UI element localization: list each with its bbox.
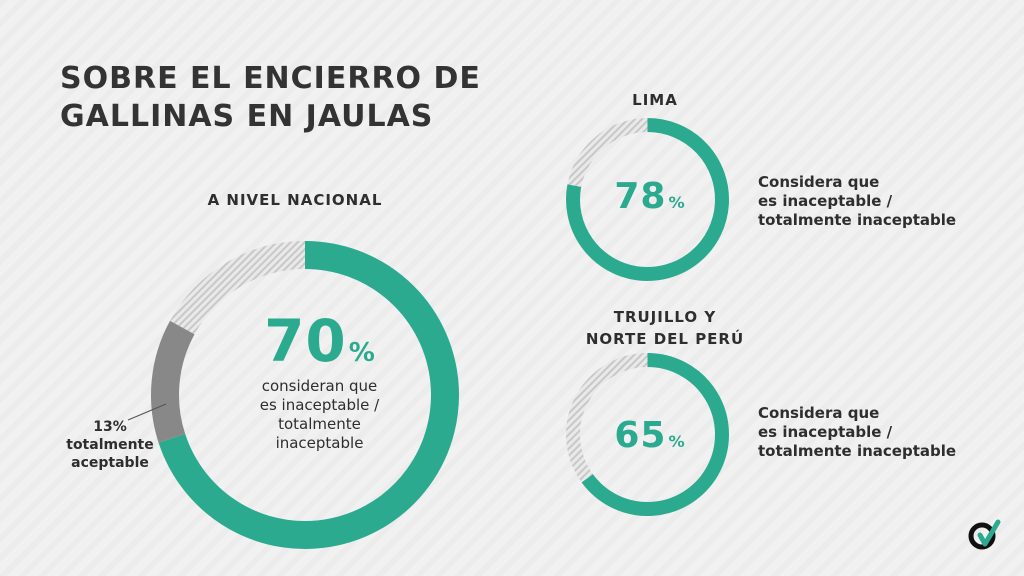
percent-value-nacional: 70% — [235, 306, 405, 388]
percent-unit: % — [348, 338, 376, 368]
section-label-trujillo: TRUJILLO Y NORTE DEL PERÚ — [585, 308, 745, 348]
donut-chart-lima — [566, 118, 729, 281]
percent-value-trujillo: 65% — [595, 414, 705, 464]
section-label-lima: LIMA — [632, 91, 678, 109]
percent-unit: % — [668, 432, 686, 451]
donut-slice-1 — [151, 320, 195, 443]
donut-slice-0 — [158, 241, 459, 549]
donut-slice-1 — [566, 353, 648, 483]
brand-logo-icon — [968, 519, 1001, 550]
donut-slice-2 — [170, 241, 306, 335]
percent-number: 65 — [614, 415, 667, 456]
donut-slice-0 — [581, 353, 729, 516]
percent-unit: % — [668, 193, 686, 212]
description-lima: Considera que es inaceptable / totalment… — [758, 173, 957, 229]
percent-value-lima: 78% — [595, 175, 705, 225]
donut-chart-trujillo — [566, 353, 729, 516]
donut-slice-0 — [566, 118, 729, 281]
description-nacional: consideran que es inaceptable / totalmen… — [259, 377, 380, 452]
donut-chart-nacional — [151, 241, 459, 549]
page-title: SOBRE EL ENCIERRO DE GALLINAS EN JAULAS — [60, 61, 481, 134]
note-aceptable: 13% totalmente aceptable — [66, 419, 154, 471]
percent-number: 78 — [614, 176, 667, 217]
percent-number: 70 — [264, 307, 347, 375]
description-trujillo: Considera que es inaceptable / totalment… — [758, 404, 957, 460]
donut-slice-1 — [567, 118, 648, 188]
section-label-nacional: A NIVEL NACIONAL — [207, 191, 383, 209]
